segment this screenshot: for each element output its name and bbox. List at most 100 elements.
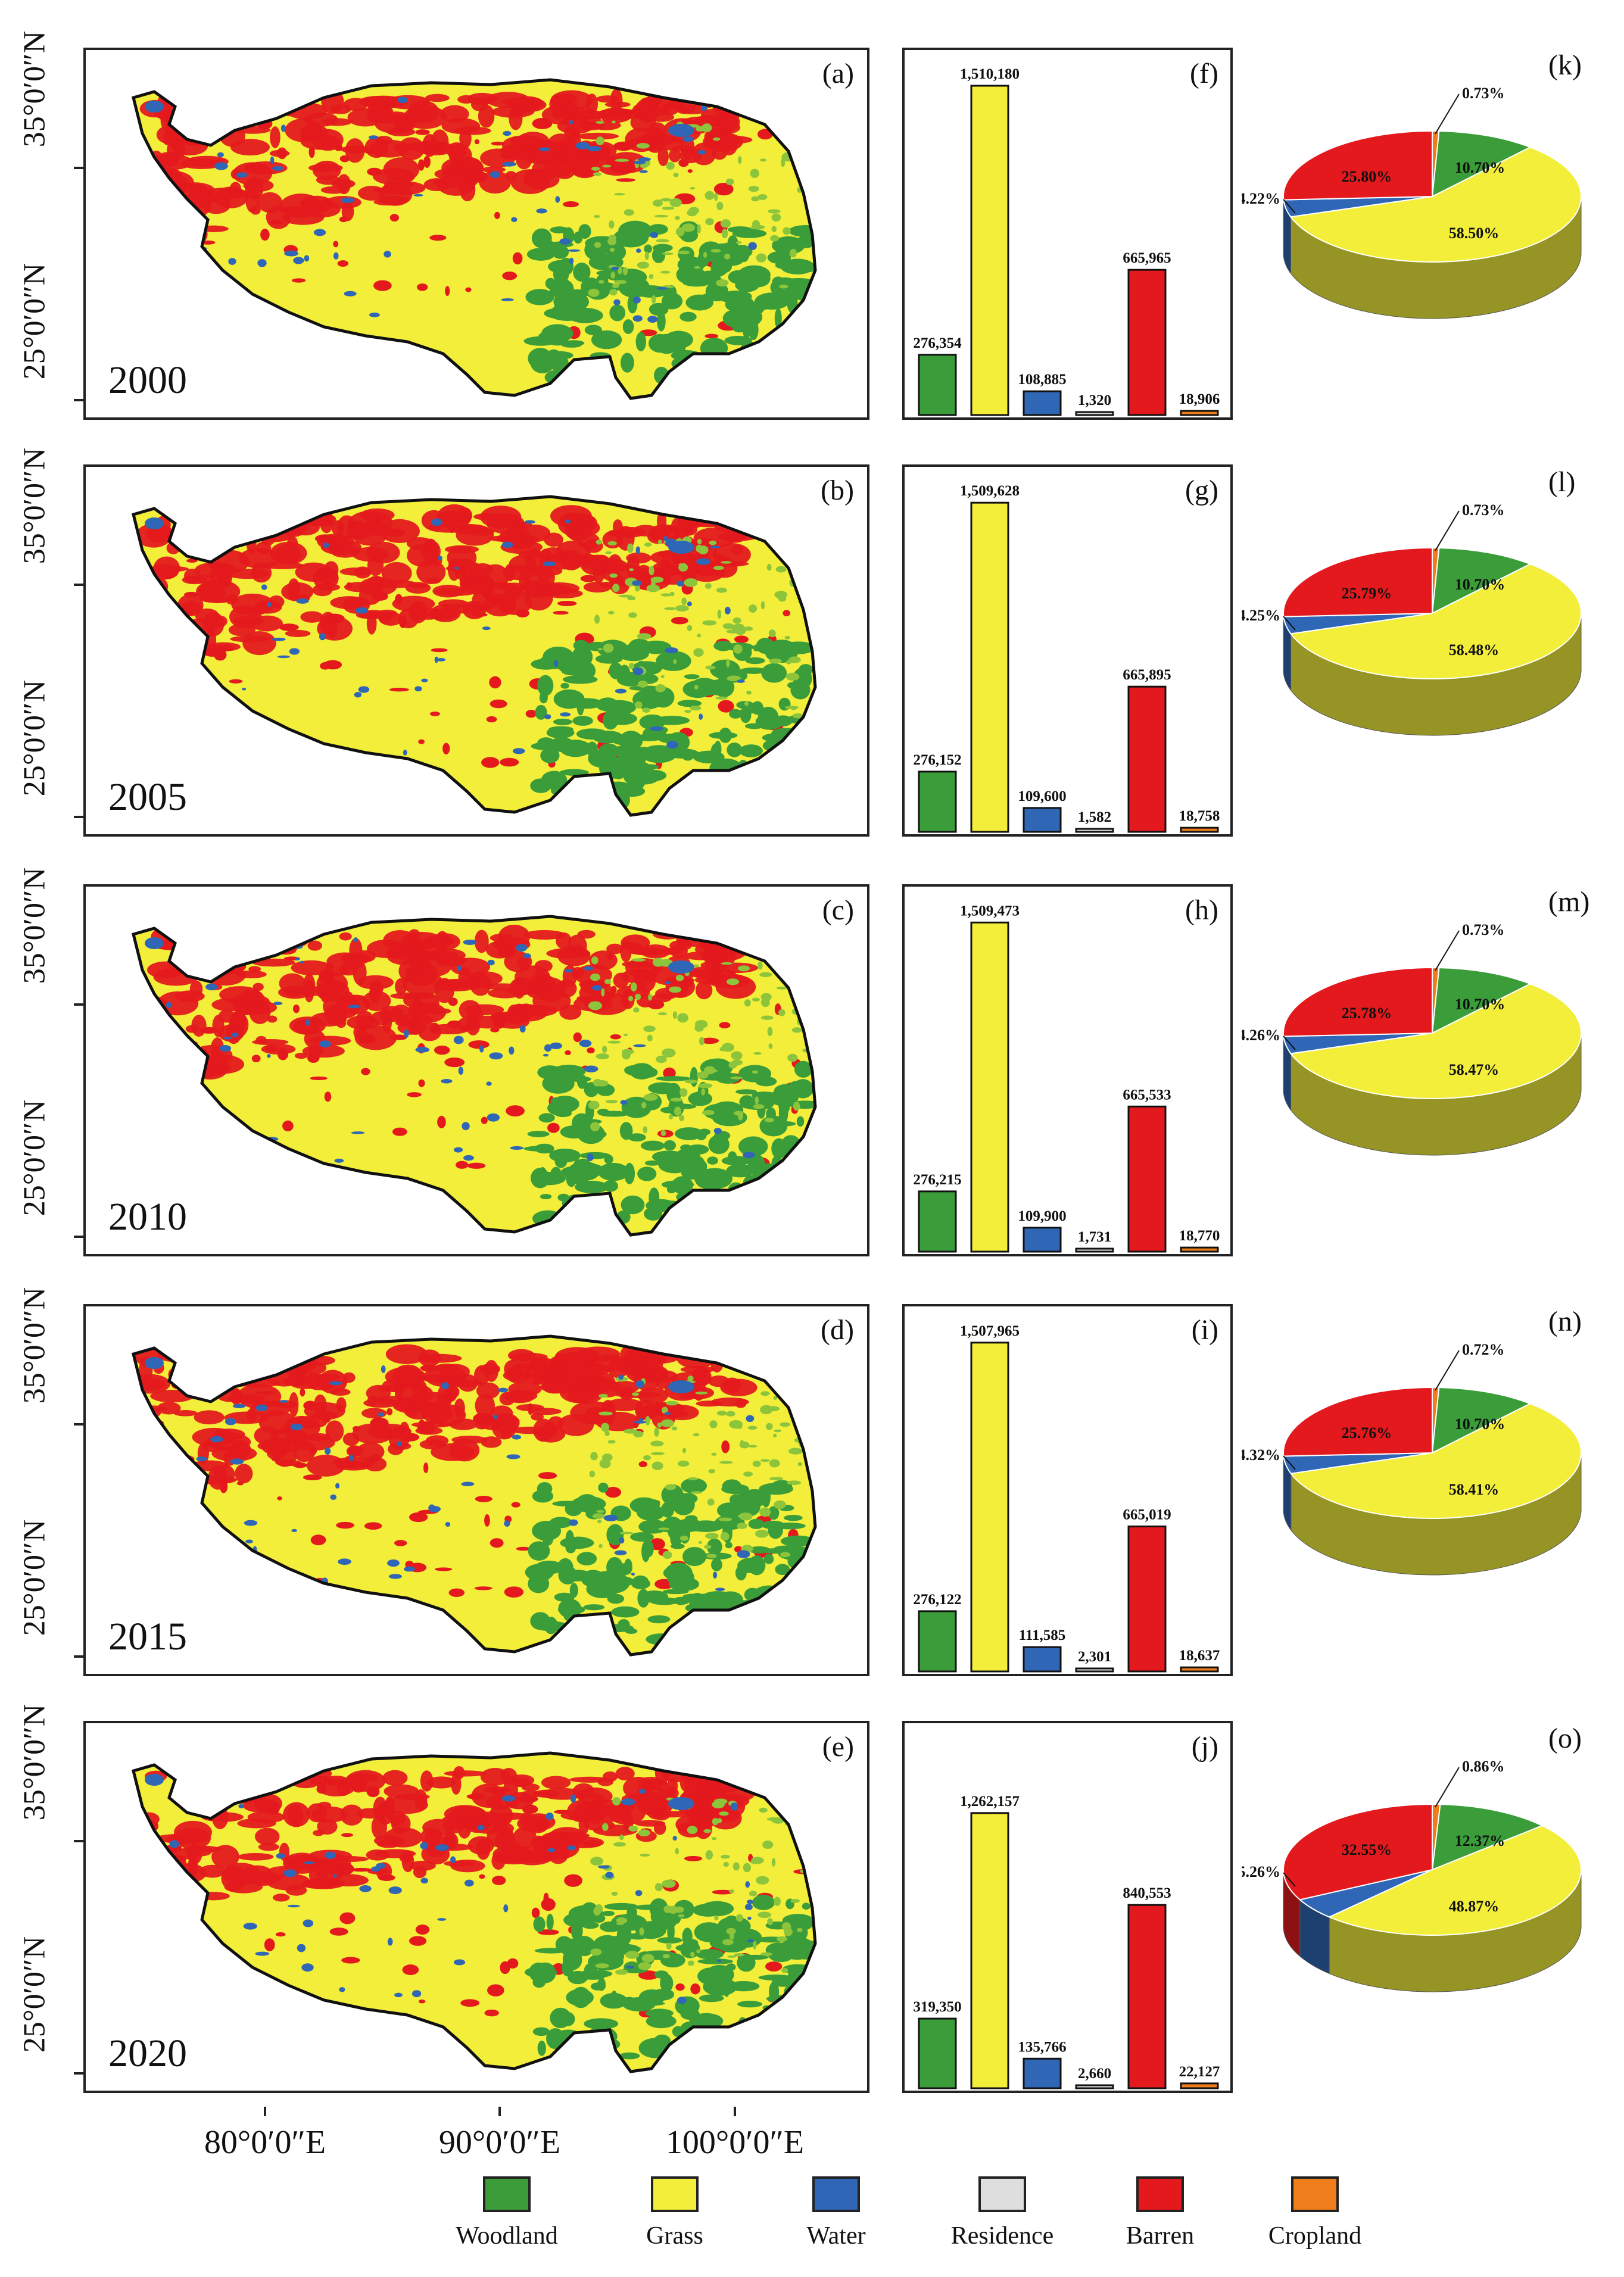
woodland-patch [794,1606,807,1612]
barren-patch [336,1521,354,1529]
woodland-patch [731,1621,765,1643]
barren-patch [281,582,314,601]
barren-patch [218,740,235,750]
barren-patch [157,1516,170,1526]
bar-value-label-grass: 1,510,180 [960,66,1020,82]
barren-patch [652,1811,691,1818]
lake [668,1380,694,1393]
barren-patch [418,2000,426,2004]
barren-patch [255,1035,267,1044]
woodland-patch [657,1422,662,1428]
woodland-patch [717,364,738,382]
lake [261,584,267,590]
woodland-patch [748,1518,765,1529]
woodland-patch [735,241,742,244]
lat-tick [74,816,83,818]
woodland-patch [654,214,669,218]
barren-patch [178,1786,200,1802]
woodland-patch [719,1461,733,1464]
woodland-patch [632,1575,649,1587]
woodland-patch [793,667,812,690]
bar-value-label-woodland: 319,350 [913,1999,961,2015]
barren-patch [270,541,307,565]
bar-value-label-cropland: 22,127 [1179,2064,1220,2080]
woodland-patch [599,1543,603,1549]
lake [210,1436,223,1443]
woodland-patch [557,1193,570,1202]
woodland-patch [579,1152,611,1159]
woodland-patch [715,2035,727,2045]
barren-patch [415,129,430,135]
barren-patch [486,716,497,723]
woodland-patch [604,979,612,984]
woodland-patch [576,728,609,740]
barren-patch [293,1440,316,1462]
woodland-patch [774,1500,786,1509]
woodland-patch [716,279,729,287]
woodland-patch [706,2042,738,2050]
woodland-patch [610,1991,618,2008]
woodland-patch [778,1009,785,1016]
woodland-patch [726,1164,755,1178]
barren-patch [721,1440,730,1453]
woodland-patch [781,1191,809,1198]
pie-label-barren: 25.76% [1342,1424,1392,1442]
woodland-patch [800,1824,806,1833]
lake [215,1578,222,1582]
barren-patch [587,1047,595,1054]
woodland-patch [614,193,625,196]
barren-patch [700,1037,719,1044]
barren-patch [544,532,563,547]
woodland-patch [666,285,677,301]
barren-patch [423,155,431,168]
woodland-patch [801,1384,811,1393]
barren-patch [179,648,192,658]
woodland-patch [681,597,687,606]
pie-slice-barren [1283,1803,1433,1901]
woodland-patch [690,187,695,190]
barren-patch [705,333,719,339]
legend-label-water: Water [806,2222,866,2250]
lake [453,1147,463,1153]
barren-patch [317,166,329,173]
woodland-patch [750,224,765,230]
barren-patch [660,135,683,151]
woodland-patch [790,1597,803,1615]
barren-patch [647,999,665,1010]
lake [404,1566,415,1572]
woodland-patch [714,1915,719,1921]
woodland-patch [657,1012,668,1016]
woodland-patch [597,648,603,651]
barren-patch [253,982,264,991]
lake [267,1054,271,1058]
woodland-patch [650,1452,665,1455]
barren-patch [189,980,203,998]
barren-patch [538,1929,559,1935]
woodland-patch [786,1624,815,1636]
woodland-patch [653,199,663,207]
woodland-patch [776,541,784,544]
barren-patch [490,1538,504,1548]
barren-patch [605,1487,622,1498]
woodland-patch [745,657,765,665]
lake [635,1380,645,1389]
bar-value-label-residence: 2,301 [1078,1649,1111,1665]
woodland-patch [638,1962,652,1970]
woodland-patch [716,587,727,593]
barren-patch [657,146,669,166]
land-cover-map [133,916,815,1235]
barren-patch [203,1137,216,1145]
barren-patch [384,528,406,537]
woodland-patch [638,1829,650,1836]
panel-label: (i) [1191,1314,1218,1346]
woodland-patch [734,626,746,635]
woodland-patch [661,1048,676,1058]
woodland-patch [732,617,741,624]
woodland-patch [759,158,767,162]
woodland-patch [796,1187,806,1202]
barren-patch [383,157,420,182]
woodland-patch [769,762,777,783]
barren-patch [229,679,243,684]
barren-patch [135,211,167,231]
barren-patch [423,1462,429,1474]
